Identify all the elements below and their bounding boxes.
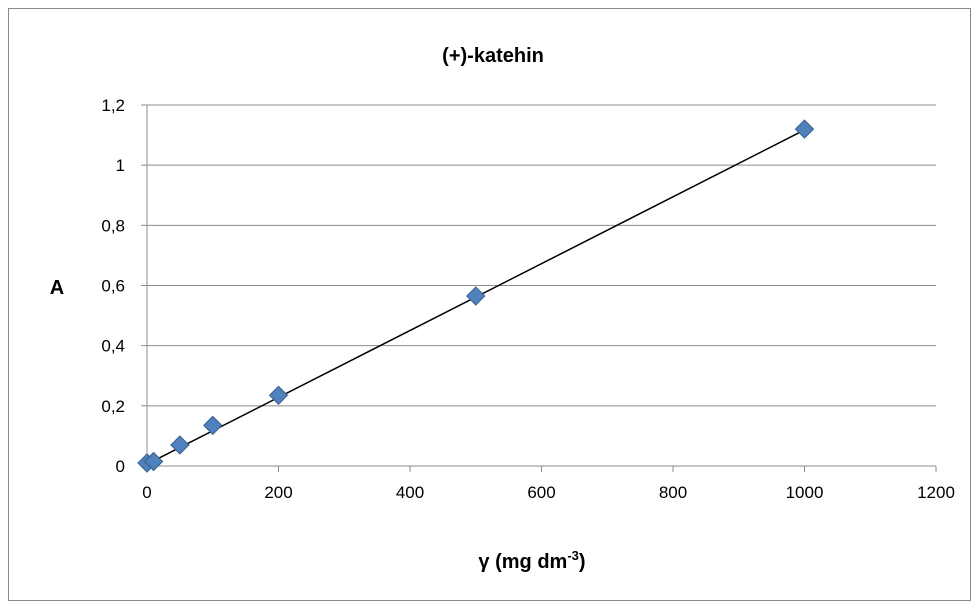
data-point-2	[170, 435, 190, 455]
y-tick-label-1: 0,2	[101, 397, 125, 416]
y-tick-label-4: 0,8	[101, 216, 125, 235]
data-point-1	[143, 451, 164, 472]
y-axis-title: A	[50, 277, 64, 299]
x-tick-label-5: 1000	[786, 483, 824, 502]
x-axis-title: γ (mg dm-3)	[478, 548, 585, 573]
x-tick-label-4: 800	[659, 483, 687, 502]
data-points	[137, 119, 815, 473]
x-tick-label-3: 600	[527, 483, 555, 502]
y-tick-label-2: 0,4	[101, 337, 125, 356]
chart-title: (+)-katehin	[442, 45, 544, 67]
data-point-5	[466, 286, 486, 306]
x-axis-title-base: γ (mg dm	[478, 551, 567, 573]
x-tick-labels: 0 200 400 600 800 1000 1200	[142, 483, 955, 502]
y-tick-label-3: 0,6	[101, 277, 125, 296]
data-point-4	[268, 385, 289, 406]
data-point-3	[203, 415, 223, 436]
chart-frame	[8, 8, 971, 601]
x-tick-label-1: 200	[264, 483, 292, 502]
grid-lines	[147, 104, 936, 407]
axes	[141, 104, 937, 472]
y-tick-label-6: 1,2	[101, 96, 125, 115]
data-point-6	[794, 119, 815, 139]
y-tick-labels: 0 0,2 0,4 0,6 0,8 1 1,2	[101, 96, 125, 476]
y-tick-label-5: 1	[116, 156, 125, 175]
y-tick-label-0: 0	[116, 457, 125, 476]
x-tick-label-6: 1200	[917, 483, 955, 502]
x-tick-label-0: 0	[142, 483, 151, 502]
x-tick-label-2: 400	[396, 483, 424, 502]
x-axis-title-close: )	[579, 551, 586, 573]
x-axis-title-sup: -3	[567, 548, 579, 563]
